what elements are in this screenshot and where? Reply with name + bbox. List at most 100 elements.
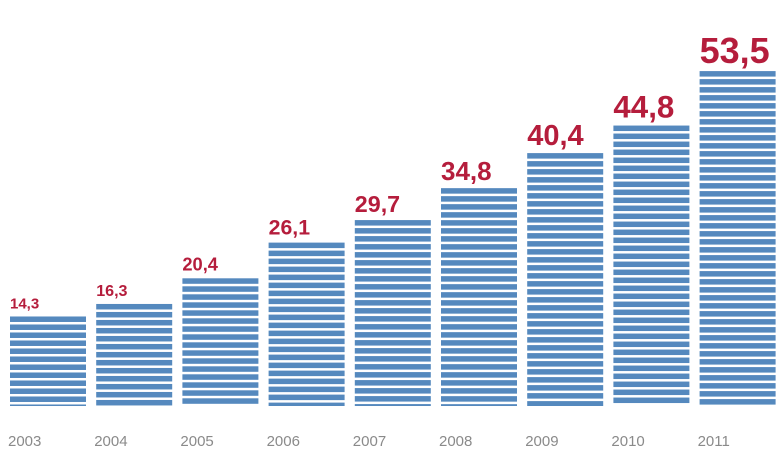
bar-stripe bbox=[441, 292, 517, 298]
bar-stripe bbox=[268, 266, 345, 273]
bar-stripe bbox=[699, 95, 776, 101]
bar-stripe bbox=[354, 220, 431, 226]
bar-stripe bbox=[613, 277, 690, 284]
category-label-2008: 2008 bbox=[439, 433, 472, 450]
bar-stripe bbox=[441, 404, 517, 406]
bar-stripe bbox=[527, 241, 604, 247]
bar-stripe bbox=[699, 231, 776, 237]
bar-stripe bbox=[527, 305, 604, 311]
bar-stripe bbox=[527, 353, 604, 359]
bar-stripe bbox=[10, 356, 86, 362]
value-labels: 14,3 16,3 20,4 26,1 29,7 34,8 40,4 44,8 53,5 bbox=[10, 30, 770, 312]
bar-stripe bbox=[699, 119, 776, 125]
bar-stripe bbox=[699, 223, 776, 229]
bar-stripe bbox=[268, 290, 345, 297]
bar-2004 bbox=[96, 303, 173, 406]
bar-2011 bbox=[699, 71, 776, 405]
bar-stripe bbox=[354, 268, 431, 274]
bar-stripe bbox=[613, 341, 690, 348]
bar-stripe bbox=[613, 301, 690, 308]
bar-stripe bbox=[10, 364, 86, 370]
bar-stripe bbox=[182, 318, 259, 324]
bar-stripe bbox=[613, 205, 690, 212]
bar-stripe bbox=[699, 391, 776, 397]
bar-stripe bbox=[527, 153, 604, 159]
bar-stripe bbox=[268, 250, 345, 257]
bar-stripe bbox=[10, 348, 86, 354]
bar-stripe bbox=[527, 201, 604, 207]
bar-stripe bbox=[699, 183, 776, 189]
bar-stripe bbox=[268, 394, 345, 401]
bar-stripe bbox=[613, 285, 690, 292]
bar-stripe bbox=[699, 399, 776, 405]
bar-stripe bbox=[527, 377, 604, 383]
bar-stripe bbox=[354, 340, 431, 346]
bar-stripe bbox=[354, 236, 431, 242]
bar-stripe bbox=[354, 404, 431, 406]
bar-stripe bbox=[441, 348, 517, 354]
bar-stripe bbox=[699, 279, 776, 285]
bar-stripe bbox=[613, 133, 690, 140]
bar-stripe bbox=[96, 327, 173, 334]
bar-stripe bbox=[613, 141, 690, 148]
category-label-2011: 2011 bbox=[698, 433, 730, 450]
bar-stripe bbox=[268, 274, 345, 281]
bar-stripe bbox=[354, 364, 431, 370]
bar-stripe bbox=[527, 385, 604, 391]
bar-stripe bbox=[182, 278, 259, 284]
bar-2010 bbox=[613, 125, 690, 404]
bar-stripe bbox=[268, 322, 345, 329]
bar-stripe bbox=[699, 79, 776, 85]
category-label-2004: 2004 bbox=[94, 433, 127, 450]
bar-stripe bbox=[441, 324, 517, 330]
bar-2005 bbox=[182, 278, 259, 404]
bar-stripe bbox=[441, 260, 517, 266]
bar-stripe bbox=[699, 175, 776, 181]
bar-stripe bbox=[268, 346, 345, 353]
bar-2007 bbox=[354, 220, 431, 406]
bar-stripe bbox=[613, 253, 690, 260]
bar-stripe bbox=[699, 199, 776, 205]
bar-stripe bbox=[182, 326, 259, 332]
bar-stripe bbox=[182, 302, 259, 308]
bar-stripe bbox=[699, 287, 776, 293]
bar-stripe bbox=[527, 329, 604, 335]
bar-stripe bbox=[699, 167, 776, 173]
bar-stripe bbox=[182, 382, 259, 388]
bar-stripe bbox=[96, 375, 173, 382]
bar-stripe bbox=[613, 357, 690, 364]
bar-stripe bbox=[441, 236, 517, 242]
bar-2006 bbox=[268, 242, 345, 406]
bar-stripe bbox=[613, 173, 690, 180]
bar-stripe bbox=[613, 229, 690, 236]
bar-stripe bbox=[527, 185, 604, 191]
bar-stripe bbox=[354, 244, 431, 250]
bar-stripe bbox=[441, 268, 517, 274]
bar-stripe bbox=[441, 388, 517, 394]
bar-stripe bbox=[527, 161, 604, 167]
bar-stripe bbox=[182, 398, 259, 404]
bar-stripe bbox=[527, 369, 604, 375]
bar-stripe bbox=[699, 327, 776, 333]
bar-stripe bbox=[699, 159, 776, 165]
bar-stripe bbox=[613, 165, 690, 172]
bar-stripe bbox=[96, 343, 173, 350]
bar-stripe bbox=[527, 193, 604, 199]
bar-stripe bbox=[613, 349, 690, 356]
bar-stripe bbox=[613, 149, 690, 156]
bar-stripe bbox=[354, 348, 431, 354]
bar-stripe bbox=[354, 300, 431, 306]
bar-stripe bbox=[96, 383, 173, 390]
value-label-2011: 53,5 bbox=[700, 30, 770, 71]
bar-stripe bbox=[354, 396, 431, 402]
bar-stripe bbox=[268, 362, 345, 369]
bar-stripe bbox=[699, 271, 776, 277]
bar-stripe bbox=[527, 313, 604, 319]
bar-stripe bbox=[699, 367, 776, 373]
bar-stripe bbox=[182, 310, 259, 316]
bar-stripe bbox=[268, 402, 345, 406]
bars bbox=[10, 71, 776, 406]
bar-stripe bbox=[182, 366, 259, 372]
bar-stripe bbox=[613, 381, 690, 388]
bar-stripe bbox=[441, 356, 517, 362]
